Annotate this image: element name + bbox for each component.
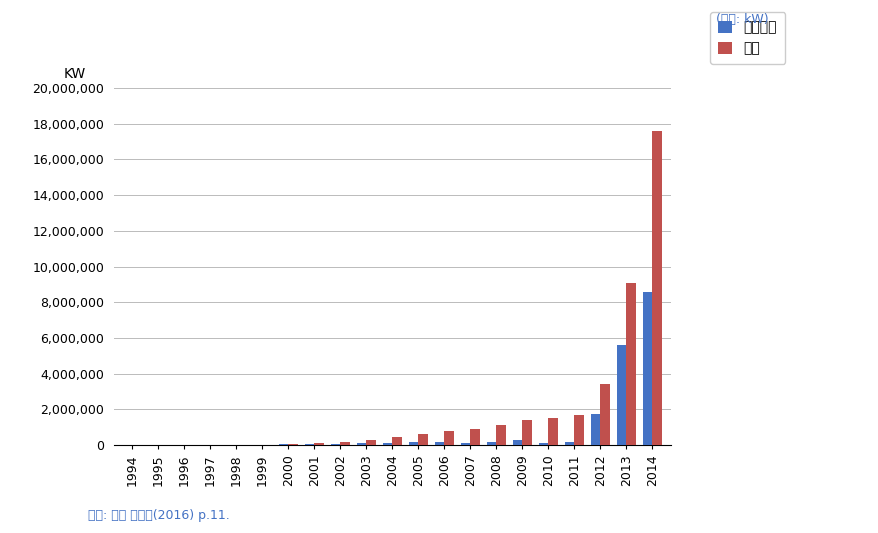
Bar: [382, 442, 392, 445]
Bar: [444, 431, 454, 445]
Text: 자료: 일본 환경성(2016) p.11.: 자료: 일본 환경성(2016) p.11.: [88, 510, 229, 522]
Bar: [392, 437, 402, 445]
Bar: [366, 440, 376, 445]
Bar: [651, 131, 661, 445]
Bar: [330, 443, 340, 445]
Text: KW: KW: [64, 67, 86, 81]
Bar: [496, 425, 506, 445]
Bar: [314, 443, 324, 445]
Bar: [304, 444, 314, 445]
Bar: [408, 442, 418, 445]
Bar: [615, 345, 626, 445]
Bar: [288, 444, 298, 445]
Bar: [538, 443, 548, 445]
Bar: [626, 282, 636, 445]
Bar: [573, 415, 584, 445]
Bar: [564, 442, 573, 445]
Text: (단위: kW): (단위: kW): [716, 13, 768, 26]
Bar: [590, 414, 600, 445]
Bar: [340, 441, 349, 445]
Bar: [278, 444, 288, 445]
Bar: [522, 420, 532, 445]
Bar: [548, 418, 558, 445]
Bar: [356, 443, 366, 445]
Bar: [512, 440, 522, 445]
Bar: [470, 429, 479, 445]
Bar: [600, 384, 609, 445]
Bar: [642, 292, 651, 445]
Legend: 당해년도, 누적: 당해년도, 누적: [709, 12, 784, 64]
Bar: [460, 442, 470, 445]
Bar: [486, 442, 496, 445]
Bar: [418, 434, 428, 445]
Bar: [434, 442, 444, 445]
